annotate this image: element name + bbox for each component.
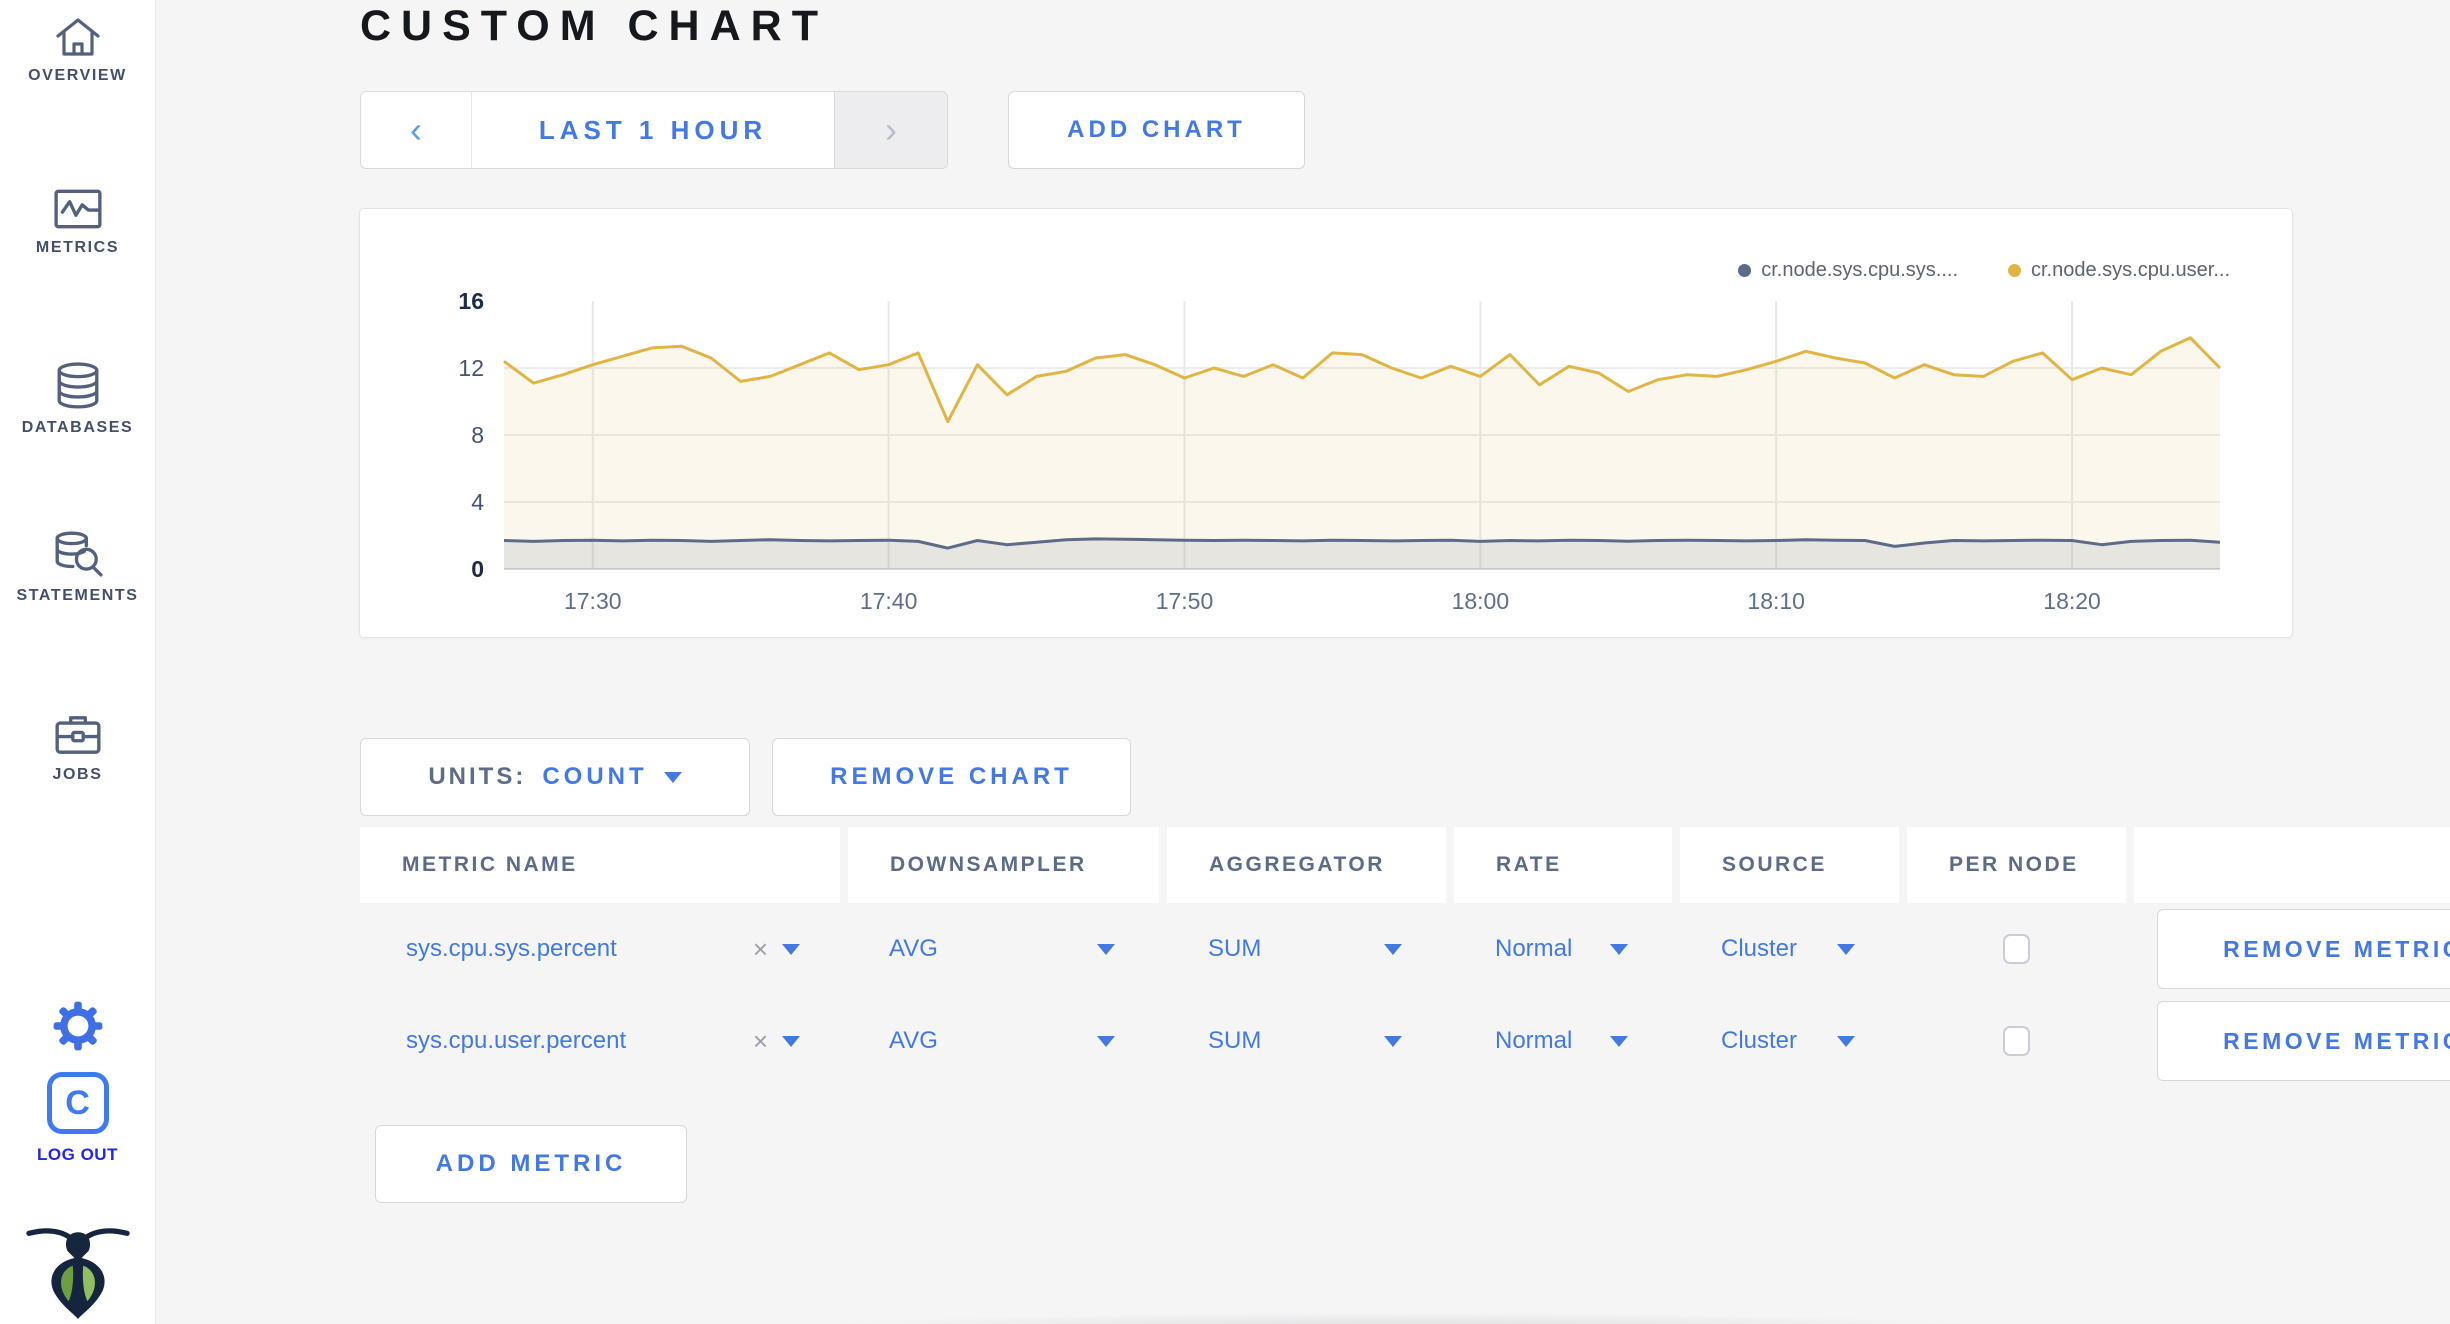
source-select[interactable]: Cluster bbox=[1680, 903, 1899, 995]
chevron-right-icon: › bbox=[885, 109, 897, 150]
gear-icon bbox=[0, 1000, 155, 1052]
sidebar-item-metrics[interactable]: METRICS bbox=[0, 188, 155, 257]
home-icon bbox=[0, 16, 155, 58]
chevron-down-icon bbox=[1097, 1035, 1115, 1047]
sidebar-item-label: METRICS bbox=[35, 239, 120, 256]
aggregator-select[interactable]: SUM bbox=[1167, 903, 1446, 995]
svg-text:4: 4 bbox=[471, 489, 484, 515]
cpu-usage-line-chart[interactable]: 17:30 17:40 17:50 18:00 18:10 18:20 0 4 8 12 16 bbox=[415, 275, 2255, 625]
time-range-next-button[interactable]: › bbox=[834, 92, 947, 168]
cockroach-bug-logo bbox=[0, 1226, 155, 1320]
chevron-down-icon bbox=[1097, 943, 1115, 955]
source-select[interactable]: Cluster bbox=[1680, 995, 1899, 1087]
metric-name-dropdown[interactable]: × bbox=[753, 934, 800, 965]
clear-icon[interactable]: × bbox=[752, 933, 768, 964]
units-dropdown[interactable]: UNITS: COUNT bbox=[360, 738, 750, 816]
chevron-left-icon: ‹ bbox=[410, 109, 422, 150]
units-value: COUNT bbox=[542, 763, 648, 790]
metric-name-dropdown[interactable]: × bbox=[753, 1026, 800, 1057]
column-header-downsampler: DOWNSAMPLER bbox=[848, 827, 1159, 903]
sidebar-item-logout[interactable]: C LOG OUT bbox=[0, 1072, 155, 1165]
column-header-source: SOURCE bbox=[1680, 827, 1899, 903]
svg-text:8: 8 bbox=[471, 422, 484, 448]
sidebar-item-label: STATEMENTS bbox=[16, 587, 139, 604]
sidebar-item-label: DATABASES bbox=[21, 419, 134, 436]
legend-dot-sys bbox=[1738, 264, 1752, 277]
chevron-down-icon bbox=[1610, 943, 1628, 955]
svg-text:18:20: 18:20 bbox=[2043, 588, 2101, 614]
sidebar-item-label: OVERVIEW bbox=[28, 67, 127, 84]
svg-text:17:40: 17:40 bbox=[860, 588, 918, 614]
cockroach-c-icon: C bbox=[46, 1072, 109, 1134]
svg-text:18:00: 18:00 bbox=[1452, 588, 1510, 614]
briefcase-icon bbox=[0, 712, 155, 757]
svg-text:17:50: 17:50 bbox=[1156, 588, 1214, 614]
sidebar-item-statements[interactable]: STATEMENTS bbox=[0, 530, 155, 605]
chevron-down-icon bbox=[1610, 1035, 1628, 1047]
rate-select[interactable]: Normal bbox=[1454, 995, 1672, 1087]
custom-chart-card: cr.node.sys.cpu.sys.... cr.node.sys.cpu.… bbox=[359, 208, 2293, 638]
sidebar-item-overview[interactable]: OVERVIEW bbox=[0, 16, 155, 85]
remove-chart-button[interactable]: REMOVE CHART bbox=[772, 738, 1131, 816]
rate-select[interactable]: Normal bbox=[1454, 903, 1672, 995]
column-header-metric-name: METRIC NAME bbox=[360, 827, 840, 903]
time-range-dropdown[interactable]: LAST 1 HOUR bbox=[538, 114, 768, 145]
sidebar-item-settings[interactable] bbox=[0, 1000, 155, 1052]
column-header-actions bbox=[2134, 827, 2450, 903]
metrics-graph-icon bbox=[0, 188, 155, 230]
next-card-shadow bbox=[620, 1310, 2180, 1324]
table-header-row: METRIC NAME DOWNSAMPLER AGGREGATOR RATE … bbox=[360, 827, 2450, 903]
chevron-down-icon bbox=[663, 771, 682, 783]
metrics-table: METRIC NAME DOWNSAMPLER AGGREGATOR RATE … bbox=[360, 827, 2450, 1087]
column-header-rate: RATE bbox=[1454, 827, 1672, 903]
chevron-down-icon bbox=[1384, 943, 1402, 955]
statements-search-icon bbox=[0, 530, 155, 578]
add-metric-button[interactable]: ADD METRIC bbox=[375, 1125, 687, 1203]
database-icon bbox=[0, 362, 155, 410]
page-title: CUSTOM CHART bbox=[360, 2, 828, 50]
legend-item-user[interactable]: cr.node.sys.cpu.user... bbox=[2008, 259, 2230, 282]
per-node-checkbox[interactable] bbox=[2003, 1026, 2030, 1056]
time-range-prev-button[interactable]: ‹ bbox=[361, 92, 472, 168]
logout-label: LOG OUT bbox=[37, 1145, 118, 1164]
legend-label: cr.node.sys.cpu.user... bbox=[2031, 259, 2230, 281]
sidebar: OVERVIEW METRICS DATABASES bbox=[0, 0, 156, 1324]
table-row: sys.cpu.sys.percent × AVG SUM Normal Clu… bbox=[360, 903, 2450, 995]
sidebar-item-jobs[interactable]: JOBS bbox=[0, 712, 155, 784]
add-chart-button[interactable]: ADD CHART bbox=[1008, 91, 1305, 169]
main-content: CUSTOM CHART ‹ LAST 1 HOUR › ADD CHART c… bbox=[155, 0, 2450, 1324]
legend-item-sys[interactable]: cr.node.sys.cpu.sys.... bbox=[1738, 259, 1958, 282]
chevron-down-icon bbox=[782, 943, 800, 955]
svg-text:16: 16 bbox=[458, 288, 484, 314]
svg-text:18:10: 18:10 bbox=[1747, 588, 1805, 614]
column-header-aggregator: AGGREGATOR bbox=[1167, 827, 1446, 903]
metric-name-input[interactable]: sys.cpu.user.percent bbox=[406, 1027, 627, 1054]
chevron-down-icon bbox=[1837, 943, 1855, 955]
time-range-picker: ‹ LAST 1 HOUR › bbox=[360, 91, 948, 169]
downsampler-select[interactable]: AVG bbox=[848, 995, 1159, 1087]
aggregator-select[interactable]: SUM bbox=[1167, 995, 1446, 1087]
chart-legend: cr.node.sys.cpu.sys.... cr.node.sys.cpu.… bbox=[1738, 259, 2230, 282]
svg-text:12: 12 bbox=[458, 355, 484, 381]
table-row: sys.cpu.user.percent × AVG SUM Normal Cl… bbox=[360, 995, 2450, 1087]
chevron-down-icon bbox=[782, 1035, 800, 1047]
downsampler-select[interactable]: AVG bbox=[848, 903, 1159, 995]
legend-label: cr.node.sys.cpu.sys.... bbox=[1761, 259, 1958, 281]
column-header-per-node: PER NODE bbox=[1907, 827, 2126, 903]
per-node-checkbox[interactable] bbox=[2003, 934, 2030, 964]
legend-dot-user bbox=[2008, 264, 2021, 277]
clear-icon[interactable]: × bbox=[752, 1025, 768, 1056]
units-label: UNITS: bbox=[428, 763, 527, 790]
chevron-down-icon bbox=[1384, 1035, 1402, 1047]
sidebar-item-databases[interactable]: DATABASES bbox=[0, 362, 155, 437]
metric-name-input[interactable]: sys.cpu.sys.percent bbox=[406, 935, 617, 962]
sidebar-item-label: JOBS bbox=[52, 766, 103, 783]
remove-metric-button[interactable]: REMOVE METRIC bbox=[2157, 909, 2450, 989]
svg-text:0: 0 bbox=[471, 556, 484, 582]
chevron-down-icon bbox=[1837, 1035, 1855, 1047]
svg-text:17:30: 17:30 bbox=[564, 588, 622, 614]
remove-metric-button[interactable]: REMOVE METRIC bbox=[2157, 1001, 2450, 1081]
